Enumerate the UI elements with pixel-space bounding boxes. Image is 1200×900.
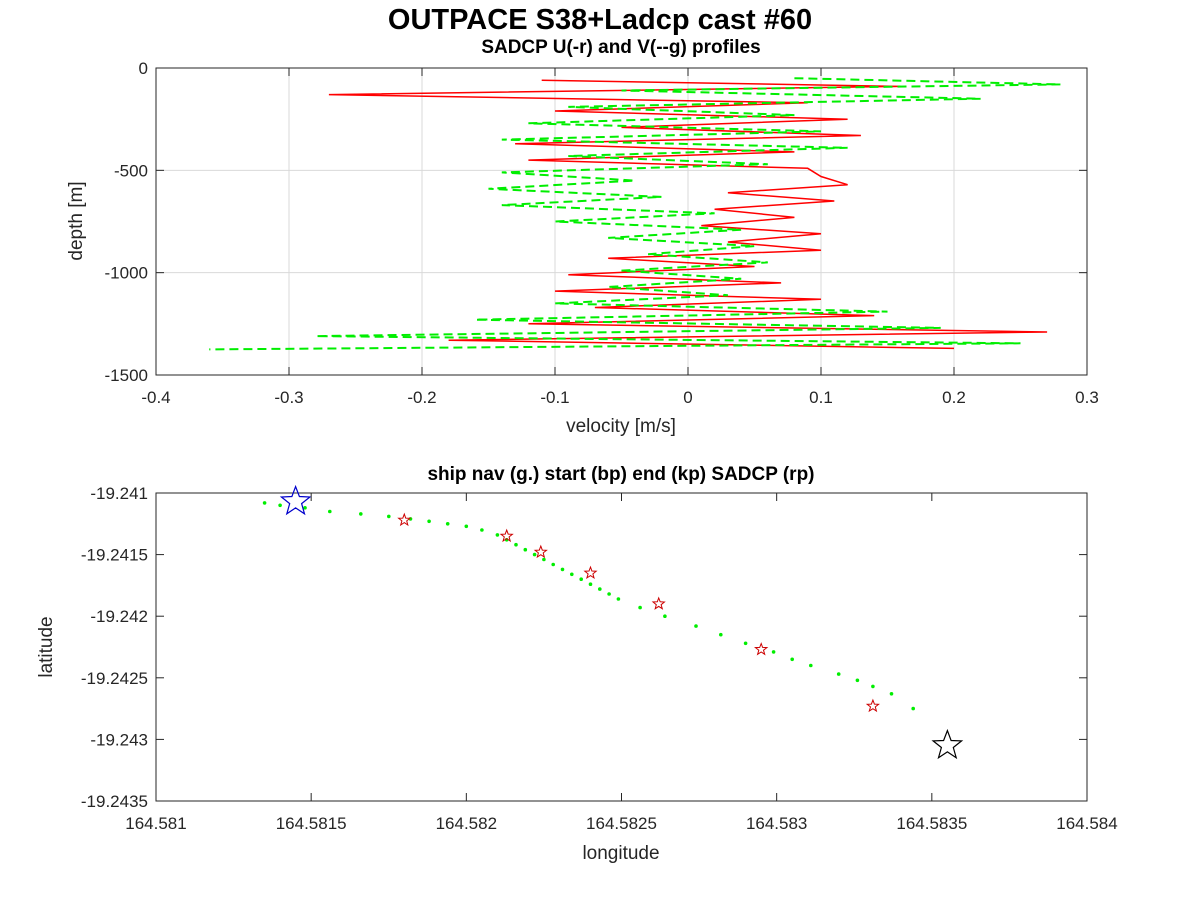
sadcp-point-star: [397, 512, 412, 527]
velocity-x-label: velocity [m/s]: [566, 416, 676, 437]
ship-nav-title: ship nav (g.) start (bp) end (kp) SADCP …: [427, 464, 814, 485]
end-position-star: [931, 728, 964, 760]
sadcp-point-star: [583, 565, 598, 580]
velocity-series-v-line: [209, 77, 1061, 351]
nav-track-point: [570, 572, 574, 577]
nav-track-point: [480, 528, 484, 532]
nav-track-point: [303, 506, 307, 510]
nav-track-point: [523, 547, 528, 552]
nav-track-point: [560, 567, 565, 572]
nav-track-point: [579, 577, 583, 581]
sadcp-point-star: [651, 596, 666, 610]
nav-track-point: [809, 663, 813, 668]
velocity-x-tick-label: -0.4: [141, 388, 170, 407]
nav-track-point: [771, 650, 776, 654]
ship-nav-y-label: latitude: [36, 616, 57, 677]
ship-nav-y-tick-label: -19.2425: [81, 669, 148, 688]
nav-track-point: [464, 524, 469, 529]
figure-title: OUTPACE S38+Ladcp cast #60: [388, 4, 812, 36]
velocity-x-tick-label: 0.3: [1075, 388, 1099, 407]
velocity-series: [209, 77, 1061, 351]
nav-track-point: [542, 557, 546, 562]
ship-nav-x-tick-label: 164.581: [125, 814, 186, 833]
nav-track-point: [262, 501, 267, 505]
ship-nav-y-tick-label: -19.241: [90, 484, 148, 503]
velocity-x-tick-label: 0.2: [942, 388, 966, 407]
sadcp-point-star: [754, 642, 769, 656]
ship-nav-y-tick-label: -19.2415: [81, 546, 148, 565]
ship-nav-y-tick-label: -19.2435: [81, 792, 148, 811]
sadcp-point-star: [533, 544, 548, 559]
nav-track-point: [495, 533, 500, 537]
ship-nav-plot-area: [155, 492, 1088, 802]
velocity-x-tick-label: -0.1: [540, 388, 569, 407]
ship-nav-x-label: longitude: [582, 843, 659, 864]
velocity-ticks: -0.4 -0.3 -0.2 -0.1 0 0.1 0.2 0.3 0 -500 -1000 -150…: [105, 59, 1099, 407]
velocity-x-tick-label: 0.1: [809, 388, 833, 407]
velocity-profile-panel: SADCP U(-r) and V(--g) profiles -0.4 -0.3…: [66, 37, 1099, 437]
ship-nav-y-tick-label: -19.242: [90, 607, 148, 626]
ship-nav-x-tick-label: 164.5835: [896, 814, 967, 833]
ship-nav-x-tick-label: 164.582: [436, 814, 497, 833]
nav-track-point: [855, 678, 860, 683]
nav-track-point: [663, 614, 667, 618]
nav-track-point: [514, 542, 518, 547]
nav-track-point: [790, 657, 794, 662]
nav-track-point: [532, 552, 537, 557]
velocity-y-label: depth [m]: [66, 181, 87, 260]
ship-nav-x-tick-label: 164.5825: [586, 814, 657, 833]
nav-track-point: [588, 582, 593, 586]
ship-nav-x-tick-label: 164.584: [1056, 814, 1117, 833]
velocity-plot-area: [155, 67, 1088, 376]
nav-track-point: [598, 587, 602, 591]
velocity-x-tick-label: -0.2: [407, 388, 436, 407]
nav-track-point: [911, 706, 915, 711]
nav-track-point: [836, 672, 841, 676]
ship-nav-x-tick-label: 164.583: [746, 814, 807, 833]
nav-track-point: [616, 597, 621, 601]
ship-nav-x-tick-label: 164.5815: [276, 814, 347, 833]
velocity-y-tick-label: -500: [114, 161, 148, 180]
nav-track-point: [359, 512, 363, 516]
nav-track-point: [427, 519, 431, 524]
nav-track-point: [638, 605, 642, 610]
nav-track-point: [694, 624, 698, 628]
velocity-plot-frame: [155, 67, 1088, 376]
sadcp-point-star: [865, 698, 880, 713]
nav-track-point: [607, 592, 611, 596]
ship-nav-ticks: 164.581 164.5815 164.582 164.5825 164.583 164…: [81, 484, 1118, 833]
sadcp-point-star: [499, 528, 514, 543]
ship-nav-panel: ship nav (g.) start (bp) end (kp) SADCP …: [36, 464, 1118, 864]
velocity-profile-title: SADCP U(-r) and V(--g) profiles: [481, 37, 760, 58]
velocity-x-tick-label: -0.3: [274, 388, 303, 407]
nav-track-point: [889, 692, 894, 696]
nav-track-point: [551, 562, 555, 567]
velocity-series-u-line: [328, 79, 1048, 350]
nav-track-point: [871, 684, 875, 689]
velocity-y-tick-label: 0: [139, 59, 148, 78]
nav-track-point: [328, 509, 332, 514]
velocity-x-tick-label: 0: [683, 388, 692, 407]
velocity-y-tick-label: -1000: [105, 264, 148, 283]
nav-track-point: [743, 641, 748, 646]
nav-track-point: [445, 522, 450, 526]
nav-track-point: [278, 503, 282, 508]
ship-nav-marks: [262, 484, 964, 760]
start-position-star: [279, 484, 312, 516]
ship-nav-y-tick-label: -19.243: [90, 730, 148, 749]
velocity-y-tick-label: -1500: [105, 366, 148, 385]
nav-track-point: [387, 514, 391, 519]
nav-track-point: [719, 632, 723, 637]
